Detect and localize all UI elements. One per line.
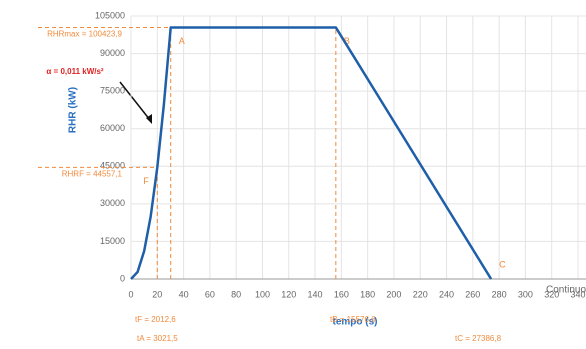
x-tick-label: 300 [518, 289, 533, 299]
x-tick-label: 140 [308, 289, 323, 299]
x-tick-label: 200 [386, 289, 401, 299]
x-tick-label: 260 [465, 289, 480, 299]
x-tick-label: 80 [231, 289, 241, 299]
x-tick-label: 160 [334, 289, 349, 299]
reference-x-label: tC = 27386,8 [455, 334, 502, 343]
reference-point-label: C [499, 259, 506, 269]
x-tick-label: 320 [544, 289, 559, 299]
y-tick-label: 105000 [95, 10, 125, 20]
y-tick-label: 75000 [100, 86, 125, 96]
x-tick-label: 180 [360, 289, 375, 299]
x-tick-label: 60 [205, 289, 215, 299]
reference-point-label: F [143, 176, 149, 186]
grid [130, 15, 586, 280]
y-tick-label: 90000 [100, 48, 125, 58]
x-tick-label: 340 [570, 289, 585, 299]
reference-x-label: tB = 15576,6 [330, 315, 376, 324]
reference-y-label: RHRF = 44557,1 [62, 170, 123, 179]
reference-x-label: tA = 3021,5 [137, 334, 178, 343]
x-tick-label: 220 [413, 289, 428, 299]
x-tick-label: 120 [281, 289, 296, 299]
y-tick-label: 60000 [100, 123, 125, 133]
rhr-line [130, 26, 493, 280]
y-tick-label: 30000 [100, 198, 125, 208]
x-note: Continuous [546, 285, 586, 296]
x-axis-label: tempo (s) [333, 317, 378, 328]
x-tick-label: 100 [255, 289, 270, 299]
annotation-arrow [119, 81, 151, 121]
y-tick-label: 0 [120, 273, 125, 283]
alpha-annotation: α = 0,011 kW/s² [46, 67, 104, 76]
x-tick-label: 0 [128, 289, 133, 299]
x-tick-label: 40 [179, 289, 189, 299]
reference-point-label: A [179, 36, 185, 46]
x-tick-label: 240 [439, 289, 454, 299]
arrow-head [146, 114, 152, 124]
y-tick-label: 15000 [100, 236, 125, 246]
reference-y-label: RHRmax = 100423,9 [47, 30, 122, 39]
y-tick-label: 45000 [100, 161, 125, 171]
y-axis-label: RHR (kW) [68, 87, 79, 133]
reference-x-label: tF = 2012,6 [135, 315, 176, 324]
reference-point-label: B [344, 36, 350, 46]
x-tick-label: 280 [492, 289, 507, 299]
x-tick-label: 20 [152, 289, 162, 299]
